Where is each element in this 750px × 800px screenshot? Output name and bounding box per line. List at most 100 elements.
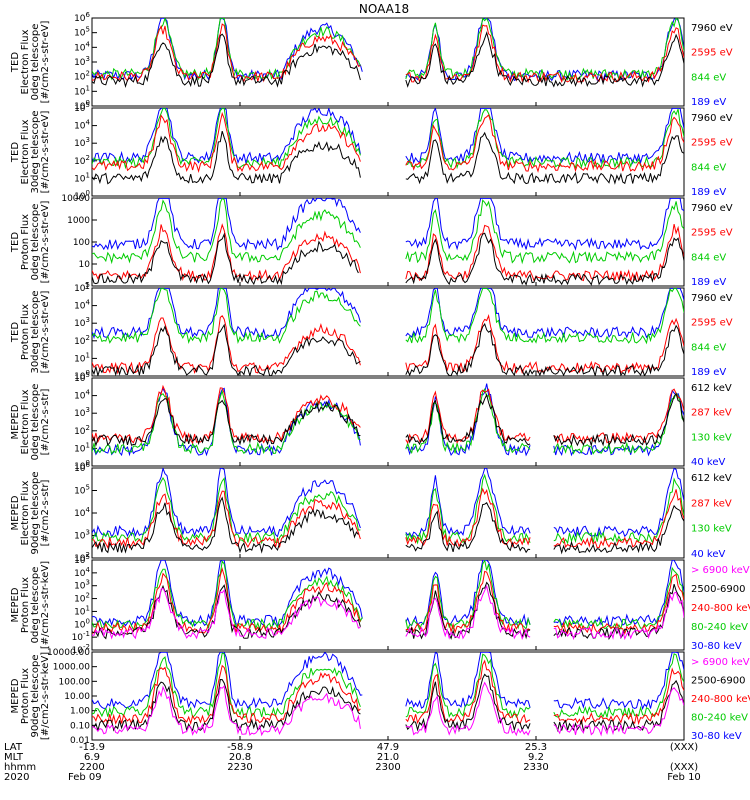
panel-3-legend-entry: 7960 eV <box>691 203 733 214</box>
panel-4-ylabel-line: Proton Flux <box>20 304 31 360</box>
panel-6-legend-entry: 287 keV <box>691 498 732 509</box>
panel-3-legend-entry: 2595 eV <box>691 228 733 239</box>
panel-7-legend-entry: > 6900 keV <box>691 565 750 576</box>
panel-1-series-2-trace <box>92 23 684 84</box>
panel-6-ytick-label: 103 <box>74 529 90 542</box>
panel-8-ylabel-line: 90deg telescope <box>30 654 41 737</box>
xaxis-tick-label: -13.9 <box>79 742 105 753</box>
panel-1-ylabel-line: Electron Flux <box>20 29 31 94</box>
panel-8-ylabel: MEPED Proton Flux 90deg telescope [#/cm2-s-… <box>10 652 51 740</box>
xaxis-tick-label: Feb 10 <box>667 772 701 783</box>
panel-2-ytick-label: 105 <box>74 101 90 114</box>
panel-2-ytick-label: 103 <box>74 136 90 149</box>
panel-1-legend-entry: 189 eV <box>691 97 726 108</box>
panel-7-series-4-trace <box>92 560 684 632</box>
panel-8-legend-entry: 30-80 keV <box>691 731 742 742</box>
panel-1-ytick-label: 103 <box>74 55 90 68</box>
panel-2-ylabel-line: 30deg telescope <box>30 110 41 193</box>
panel-1-ylabel-line: [#/cm2-s-str-eV] <box>40 21 51 104</box>
panel-8-series-4-trace <box>92 652 684 719</box>
xaxis-row-label: hhmm <box>4 762 36 773</box>
panel-5-series-4-trace <box>92 383 684 457</box>
panel-5-legend-entry: 612 keV <box>691 383 732 394</box>
panel-8-ytick-label: 1000.00 <box>53 663 90 673</box>
xaxis-tick-label: 47.9 <box>377 742 399 753</box>
panel-7-ylabel: MEPED Proton Flux 0deg telescope [#/cm2-s-s… <box>10 561 51 649</box>
panel-5-ytick-label: 101 <box>74 441 90 454</box>
panel-4-ytick-label: 102 <box>74 334 90 347</box>
panel-5-ytick-label: 100 <box>74 459 90 472</box>
panel-2-ytick-label: 104 <box>74 119 90 132</box>
panel-7-ytick-label: 100 <box>74 617 90 630</box>
panel-4-ytick-label: 105 <box>74 281 90 294</box>
panel-4-ylabel: TED Proton Flux 30deg telescope [#/cm2-s-st… <box>10 290 51 373</box>
panel-5-legend-entry: 130 keV <box>691 432 732 443</box>
xaxis-tick-label: 25.3 <box>525 742 547 753</box>
panel-8-ylabel-line: Proton Flux <box>20 668 31 724</box>
panel-3-series-4-trace <box>92 198 684 251</box>
panel-1-ylabel-line: 0deg telescope <box>30 24 41 101</box>
panel-8-ytick-label: 100.00 <box>59 677 91 687</box>
xaxis-tick-label: 9.2 <box>528 752 544 763</box>
panel-1-ylabel-line: TED <box>10 52 21 73</box>
panel-8-ytick-label: 10.00 <box>64 692 90 702</box>
panel-6-ylabel: MEPED Electron Flux 90deg telescope [#/cm2-… <box>10 471 51 554</box>
panel-6-legend-entry: 612 keV <box>691 473 732 484</box>
panel-3-series-3-trace <box>92 198 684 265</box>
panel-1-ytick-label: 102 <box>74 70 90 83</box>
panel-1-series-3-trace <box>92 18 684 82</box>
panel-8-series-3-trace <box>92 659 684 726</box>
panel-8-ytick-label: 10000.00 <box>47 648 90 658</box>
panel-3-series-1-trace <box>92 232 684 286</box>
panel-6-legend-entry: 40 keV <box>691 549 725 560</box>
panel-4-series-4-trace <box>92 288 684 340</box>
panel-7-ylabel-line: Proton Flux <box>20 577 31 633</box>
panel-7-legend-entry: 80-240 keV <box>691 622 748 633</box>
panel-1-ylabel: TED Electron Flux 0deg telescope [#/cm2-s-s… <box>10 21 51 104</box>
panel-3-ytick-label: 10 <box>79 260 91 270</box>
panel-4-ylabel-line: TED <box>10 322 21 343</box>
panel-1-legend-entry: 2595 eV <box>691 48 733 59</box>
xaxis-tick-label: 21.0 <box>377 752 399 763</box>
panel-7-ytick-label: 105 <box>74 553 90 566</box>
panel-4-legend-entry: 189 eV <box>691 367 726 378</box>
panel-5-ylabel-line: MEPED <box>10 404 21 439</box>
panel-3-ylabel-line: 0deg telescope <box>30 204 41 281</box>
panel-5-ylabel-line: [#/cm2-s-str] <box>40 388 51 455</box>
panel-4-legend-entry: 7960 eV <box>691 293 733 304</box>
panel-6-ytick-label: 105 <box>74 484 90 497</box>
panel-1-legend-entry: 844 eV <box>691 72 726 83</box>
panel-8-legend-entry: 80-240 keV <box>691 713 748 724</box>
xaxis-row-label: 2020 <box>4 772 29 783</box>
panel-7-ytick-label: 102 <box>74 592 90 605</box>
panel-4-series-2-trace <box>92 314 684 375</box>
panel-4-ytick-label: 100 <box>74 369 90 382</box>
panel-5-legend-entry: 40 keV <box>691 457 725 468</box>
panel-6-ytick-label: 106 <box>74 461 90 474</box>
panel-1-ytick-label: 100 <box>74 99 90 112</box>
panel-2-ytick-label: 100 <box>74 189 90 202</box>
panel-4-legend-entry: 844 eV <box>691 342 726 353</box>
panel-2-ylabel: TED Electron Flux 30deg telescope [#/cm2-s-… <box>10 110 51 193</box>
panel-6-ylabel-line: Electron Flux <box>20 480 31 545</box>
panel-3-ytick-label: 100 <box>73 238 90 248</box>
panel-4-ytick-label: 104 <box>74 299 90 312</box>
panel-1-legend-entry: 7960 eV <box>691 23 733 34</box>
panel-1-ytick-label: 105 <box>74 26 90 39</box>
panel-8-ylabel-line: [#/cm2-s-str-keV] <box>40 652 51 740</box>
panel-8-ylabel-line: MEPED <box>10 678 21 713</box>
panel-2-series-4-trace <box>92 108 684 165</box>
panel-5-series-1-trace <box>92 392 684 448</box>
xaxis-row-label: LAT <box>4 742 23 753</box>
panel-5-series-2-trace <box>92 384 684 445</box>
panel-1-ytick-label: 106 <box>74 11 90 24</box>
panel-5-ytick-label: 104 <box>74 389 90 402</box>
xaxis-tick-label: Feb 09 <box>68 772 102 783</box>
panel-7-ylabel-line: [#/cm2-s-str-keV] <box>40 561 51 649</box>
panel-7-legend-entry: 2500-6900 <box>691 584 746 595</box>
panel-7-series-1-trace <box>92 584 684 641</box>
panel-2-series-3-trace <box>92 108 684 170</box>
panel-8-legend-entry: 2500-6900 <box>691 676 746 687</box>
panel-4-legend-entry: 2595 eV <box>691 318 733 329</box>
